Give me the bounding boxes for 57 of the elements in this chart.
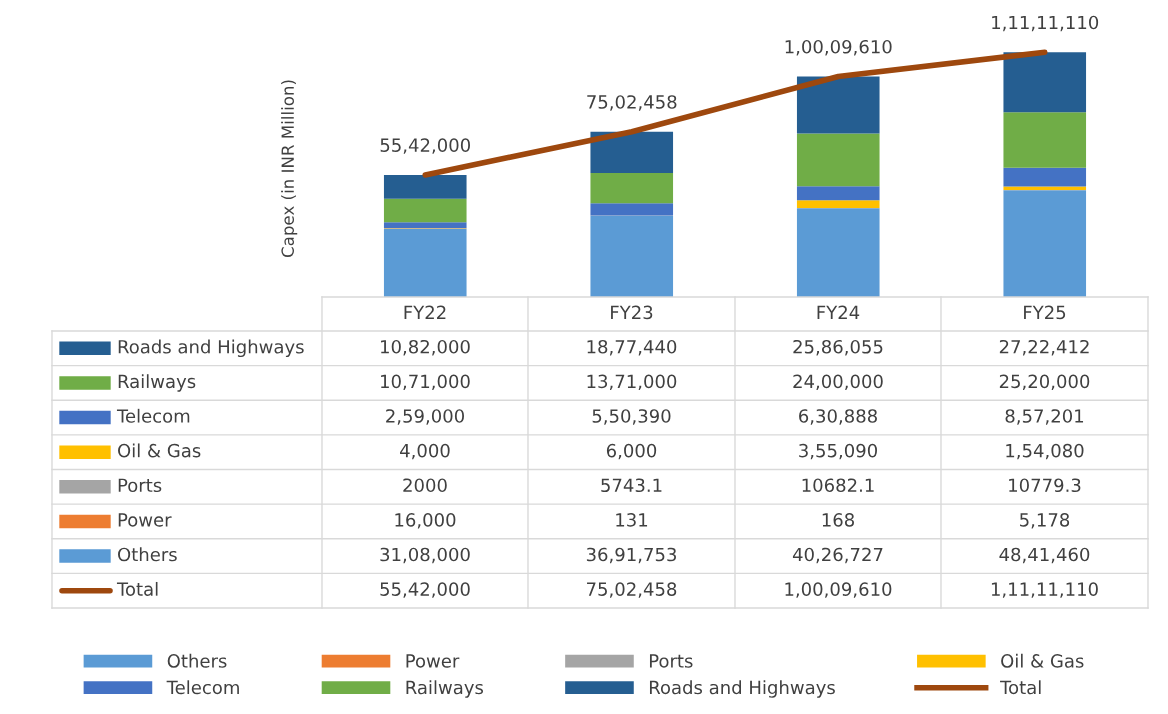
data-label: 2,59,000 <box>386 409 464 425</box>
data-label: 10779.3 <box>1009 478 1081 493</box>
x-tick-label: FY25 <box>1024 305 1066 320</box>
data-label: 1,54,080 <box>1006 443 1084 460</box>
text: 55,42,000 <box>380 138 470 154</box>
data-label: 24,00,000 <box>793 374 883 391</box>
data-label: 8,57,201 <box>1005 409 1084 425</box>
legend-label: Telecom <box>116 408 190 423</box>
data-label: 55,42,000 <box>380 582 470 598</box>
data-label: 3,55,090 <box>799 443 877 460</box>
x-tick-label: FY24 <box>817 305 860 319</box>
text: Total <box>1000 680 1041 695</box>
data-label: 2000 <box>403 478 447 493</box>
data-label: 48,41,460 <box>999 547 1090 564</box>
data-label: 75,02,458 <box>587 582 677 598</box>
data-label: 10,82,000 <box>381 339 470 356</box>
text: Ports <box>649 654 693 668</box>
data-label: 1,00,09,610 <box>785 582 892 598</box>
data-label: 16,000 <box>395 513 456 529</box>
data-label: 18,77,440 <box>587 339 677 356</box>
legend-label: Roads and Highways <box>118 339 304 358</box>
data-label: 131 <box>616 513 648 527</box>
text: Railways <box>406 680 484 698</box>
data-label: 1,11,11,110 <box>991 582 1098 598</box>
text: 75,02,458 <box>587 95 677 111</box>
text: Oil & Gas <box>118 443 201 458</box>
legend-label: Others <box>118 547 177 562</box>
legend-label: Oil & Gas <box>1001 653 1084 668</box>
data-label: 168 <box>822 513 854 527</box>
data-label: 40,26,727 <box>792 547 883 564</box>
text: Telecom <box>166 680 239 695</box>
data-label: 10,71,000 <box>381 374 470 391</box>
data-label: 5,178 <box>1020 513 1070 529</box>
text: Roads and Highways <box>649 680 835 698</box>
legend-label: Total <box>116 581 158 596</box>
y-axis-title: Capex (in INR Million) <box>281 80 298 258</box>
data-label: 13,71,000 <box>587 374 677 391</box>
text: Power <box>406 654 460 668</box>
legend-label: Railways <box>118 374 196 392</box>
data-label: 5743.1 <box>601 478 662 493</box>
data-label: 31,08,000 <box>380 547 470 564</box>
data-label: 4,000 <box>400 443 450 460</box>
legend-label: Power <box>118 513 172 527</box>
data-label: 25,20,000 <box>999 374 1090 391</box>
data-label: 10682.1 <box>802 478 874 493</box>
data-label: 5,50,390 <box>592 409 671 425</box>
data-label: 36,91,753 <box>586 547 676 564</box>
x-tick-label: FY22 <box>404 305 446 319</box>
data-label: 6,30,888 <box>799 409 877 425</box>
text: 1,00,09,610 <box>785 39 892 56</box>
data-label: 27,22,412 <box>999 339 1089 356</box>
x-tick-label: FY23 <box>611 305 653 320</box>
legend-label: Ports <box>118 478 162 493</box>
text: Others <box>167 653 227 668</box>
text: 1,11,11,110 <box>992 15 1099 32</box>
data-label: 25,86,055 <box>793 339 883 356</box>
data-label: 6,000 <box>606 443 657 460</box>
